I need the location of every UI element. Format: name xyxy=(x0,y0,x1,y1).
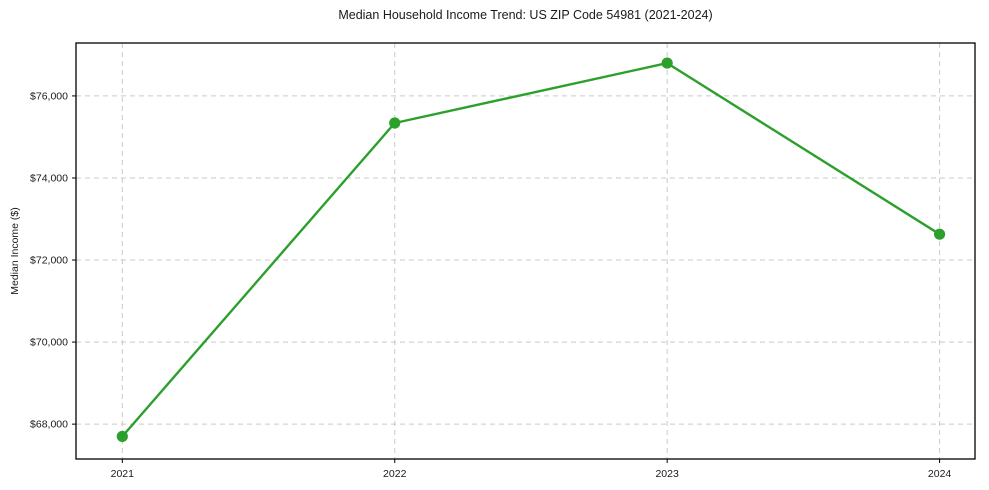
data-point-marker xyxy=(933,228,946,240)
data-point-marker xyxy=(661,57,673,69)
x-tick-label: 2022 xyxy=(383,468,407,480)
y-tick-label: $72,000 xyxy=(30,255,68,267)
plot-border xyxy=(75,42,976,460)
y-axis-label: Median Income ($) xyxy=(9,207,21,295)
y-tick-label: $76,000 xyxy=(30,90,68,102)
data-point-marker xyxy=(116,430,128,443)
x-tick-label: 2024 xyxy=(928,468,952,480)
trend-line xyxy=(121,61,941,438)
y-tick-label: $74,000 xyxy=(30,172,68,184)
x-tick-label: 2021 xyxy=(111,468,135,480)
y-tick-label: $68,000 xyxy=(30,419,68,431)
data-point-marker xyxy=(389,117,401,129)
x-tick-label: 2023 xyxy=(655,468,679,480)
y-tick-label: $70,000 xyxy=(30,337,68,349)
chart-title: Median Household Income Trend: US ZIP Co… xyxy=(338,8,713,22)
